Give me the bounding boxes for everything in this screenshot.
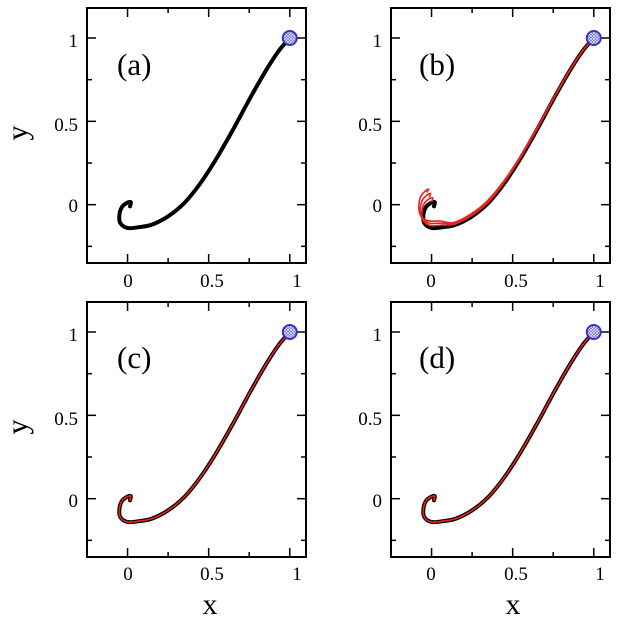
x-tick-label-0.5: 0.5 <box>200 271 224 292</box>
trajectory-line-0 <box>117 36 292 231</box>
tick-marks <box>86 8 306 263</box>
y-tick-label-1: 1 <box>69 325 79 346</box>
target-marker <box>281 30 298 46</box>
x-tick-label-0: 0 <box>123 271 133 292</box>
x-tick-label-0.5: 0.5 <box>200 564 224 585</box>
panel-c: 1 0.5 0 (c) y 0 0.5 1 x <box>1 301 307 619</box>
y-tick-label-0.5: 0.5 <box>358 115 382 136</box>
tick-marks <box>390 8 610 263</box>
plot-frame <box>390 301 611 558</box>
x-tick-label-0: 0 <box>123 564 133 585</box>
target-marker <box>585 324 602 340</box>
panel-label: (c) <box>117 340 151 375</box>
tick-marks <box>390 302 610 557</box>
panel-b: 1 0.5 0 (b) <box>358 7 611 264</box>
y-axis-label: y <box>1 126 34 141</box>
x-tick-label-0: 0 <box>426 271 436 292</box>
trajectory-line-3 <box>418 37 595 224</box>
x-axis-label: x <box>506 588 521 619</box>
plot-frame <box>390 7 611 264</box>
y-tick-label-0: 0 <box>69 196 79 217</box>
plot-frame <box>86 7 307 264</box>
y-tick-label-0: 0 <box>373 196 383 217</box>
y-axis-label: y <box>1 420 34 435</box>
panel-a: 1 0.5 0 (a) y <box>1 7 307 264</box>
panel-label: (d) <box>419 340 455 375</box>
y-tick-label-1: 1 <box>69 31 79 52</box>
trajectories <box>117 36 292 231</box>
x-tick-label-0.5: 0.5 <box>504 271 528 292</box>
target-marker <box>281 324 298 340</box>
plot-frame <box>86 301 307 558</box>
x-tick-label-0.5: 0.5 <box>504 564 528 585</box>
x-tick-label-1: 1 <box>595 564 605 585</box>
y-tick-label-0.5: 0.5 <box>54 409 78 430</box>
trajectories <box>117 330 292 525</box>
y-tick-label-0.5: 0.5 <box>54 115 78 136</box>
x-tick-label-1: 1 <box>292 564 302 585</box>
trajectory-line-1 <box>118 331 291 524</box>
panel-d: 1 0.5 0 (d) 0 0.5 1 x <box>358 301 611 619</box>
x-axis-label: x <box>203 588 218 619</box>
tick-marks <box>86 302 306 557</box>
y-tick-label-1: 1 <box>373 31 383 52</box>
target-marker <box>585 30 602 46</box>
y-tick-label-1: 1 <box>373 325 383 346</box>
panel-label: (a) <box>117 47 151 82</box>
y-tick-label-0.5: 0.5 <box>358 409 382 430</box>
x-tick-label-1: 1 <box>292 271 302 292</box>
y-tick-label-0: 0 <box>69 491 79 512</box>
y-tick-label-0: 0 <box>373 491 383 512</box>
panel-label: (b) <box>419 47 455 82</box>
x-tick-label-1: 1 <box>595 271 605 292</box>
trajectory-line-1 <box>422 331 595 524</box>
trajectories <box>421 330 596 525</box>
x-tick-label-0: 0 <box>426 564 436 585</box>
trajectories <box>418 36 596 231</box>
